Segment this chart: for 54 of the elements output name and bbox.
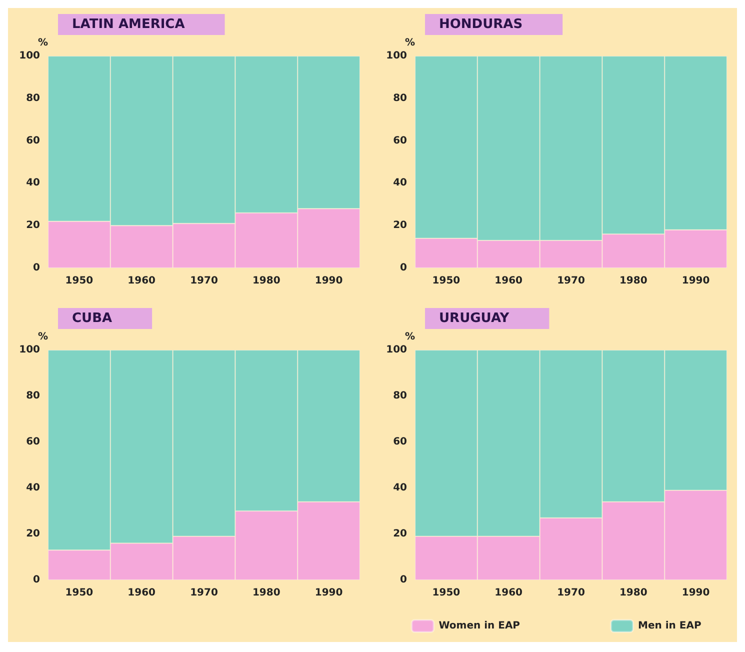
y-tick-label: 60	[26, 436, 40, 448]
x-tick-label: 1980	[252, 276, 280, 286]
legend-label: Women in EAP	[438, 620, 520, 632]
chart-title: HONDURAS	[439, 17, 523, 32]
x-tick-label: 1950	[65, 588, 94, 598]
x-tick-label: 1980	[619, 588, 648, 598]
y-axis-title: %	[38, 38, 48, 48]
y-tick-label: 60	[26, 135, 40, 146]
y-axis-title: %	[404, 38, 415, 48]
y-tick-label: 20	[26, 220, 40, 232]
x-tick-label: 1960	[494, 588, 523, 598]
x-tick-label: 1990	[314, 588, 343, 598]
y-tick-label: 20	[393, 220, 408, 232]
y-tick-label: 60	[393, 436, 408, 448]
x-tick-label: 1960	[494, 276, 523, 286]
y-tick-label: 40	[26, 482, 40, 494]
legend-label: Men in EAP	[638, 620, 702, 632]
x-tick-label: 1990	[314, 276, 343, 286]
y-axis-title: %	[404, 332, 415, 342]
y-tick-label: 100	[386, 50, 408, 62]
y-tick-label: 0	[33, 262, 40, 274]
y-tick-label: 80	[26, 390, 40, 402]
x-tick-label: 1960	[128, 276, 156, 286]
y-tick-label: 40	[26, 178, 40, 189]
y-tick-label: 100	[386, 344, 408, 356]
y-tick-label: 0	[400, 262, 408, 274]
y-tick-label: 100	[19, 344, 40, 356]
x-tick-label: 1970	[557, 588, 585, 598]
y-tick-label: 20	[393, 528, 408, 540]
y-tick-label: 0	[33, 574, 40, 586]
x-tick-label: 1990	[682, 276, 710, 286]
y-tick-label: 60	[393, 135, 408, 146]
y-axis-title: %	[38, 332, 48, 342]
y-tick-label: 0	[400, 574, 408, 586]
chart-title: URUGUAY	[439, 311, 510, 326]
x-tick-label: 1980	[619, 276, 648, 286]
x-tick-label: 1950	[65, 276, 94, 286]
y-tick-label: 80	[393, 92, 408, 104]
x-tick-label: 1980	[252, 588, 280, 598]
x-tick-label: 1950	[432, 588, 460, 598]
y-tick-label: 80	[26, 92, 40, 104]
y-tick-label: 20	[26, 528, 40, 540]
x-tick-label: 1970	[190, 588, 218, 598]
chart-title: LATIN AMERICA	[72, 17, 185, 32]
x-tick-label: 1970	[557, 276, 585, 286]
y-tick-label: 100	[19, 50, 40, 62]
chart-title: CUBA	[72, 311, 112, 326]
x-tick-label: 1970	[190, 276, 218, 286]
x-tick-label: 1960	[128, 588, 156, 598]
y-tick-label: 40	[393, 178, 408, 189]
x-tick-label: 1950	[432, 276, 460, 286]
y-tick-label: 80	[393, 390, 408, 402]
y-tick-label: 40	[393, 482, 408, 494]
x-tick-label: 1990	[682, 588, 710, 598]
